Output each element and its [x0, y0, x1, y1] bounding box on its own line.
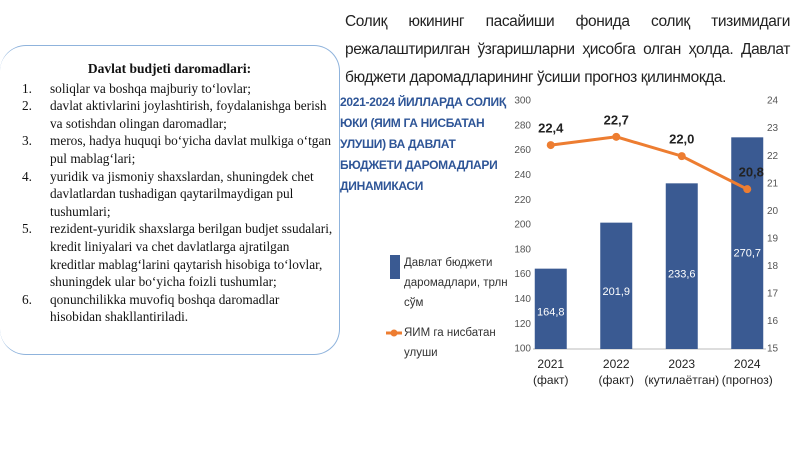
legend-label: ЯИМ га нисбатан улуши [404, 327, 496, 359]
chart-title: 2021-2024 ЙИЛЛАРДА СОЛИҚ ЮКИ (ЯИМ ГА НИС… [340, 95, 506, 193]
list-item: 3. meros, hadya huquqi bo‘yicha davlat mu… [0, 132, 339, 167]
list-heading: Davlat budjeti daromadlari: [87, 61, 252, 76]
line-value-label: 22,7 [604, 112, 629, 127]
legend-label: Давлат бюджети даромадлари, трлн сўм [404, 257, 508, 309]
y-tick-label: 160 [514, 269, 531, 280]
y-tick-label: 120 [514, 319, 531, 330]
item-number: 5. [22, 221, 32, 237]
y2-tick-label: 15 [767, 344, 779, 355]
slide-title: Солиқ юкининг пасайиши фонида солиқ тизи… [345, 13, 790, 86]
x-tick-label: 2023 (кутилаётган) [644, 357, 720, 387]
item-text: yuridik va jismoniy shaxslardan, shuning… [50, 168, 314, 219]
list-item: 2. davlat aktivlarini joylashtirish, foyd… [0, 97, 339, 132]
y-tick-label: 140 [514, 294, 531, 305]
y-tick-label: 200 [514, 220, 531, 231]
item-text: davlat aktivlarini joylashtirish, foydal… [50, 98, 327, 131]
bar-value-label: 164,8 [537, 307, 565, 319]
y2-tick-label: 16 [767, 316, 779, 327]
item-text: rezident-yuridik shaxslarga berilgan bud… [50, 221, 333, 290]
line [550, 135, 748, 191]
y2-tick-label: 24 [767, 96, 779, 107]
item-text: qonunchilikka muvofiq boshqa daromadlar … [50, 291, 280, 325]
line-value-label: 22,0 [669, 132, 694, 147]
list-item: 1. soliqlar va boshqa majburiy to‘lovlar; [0, 80, 339, 98]
line-point [546, 141, 555, 150]
y2-tick-label: 19 [767, 233, 779, 244]
bar-value-label: 270,7 [733, 248, 761, 260]
list-item: 6. qonunchilikka muvofiq boshqa daromadla… [0, 291, 339, 326]
y2-tick-label: 22 [767, 151, 779, 162]
y-tick-label: 280 [514, 120, 531, 131]
bar-value-label: 233,6 [668, 268, 696, 280]
y2-tick-label: 21 [767, 178, 779, 189]
text-box: Davlat budjeti daromadlari: 1. soliqlar v… [0, 45, 340, 355]
bar-value-label: 201,9 [602, 286, 630, 298]
list: 1. soliqlar va boshqa majburiy to‘lovlar;… [0, 80, 339, 326]
line-value-label: 20,8 [739, 165, 764, 180]
y-tick-label: 220 [514, 195, 531, 206]
y2-tick-label: 17 [767, 289, 779, 300]
legend-swatch [390, 329, 398, 337]
item-number: 6. [22, 291, 32, 307]
line-value-label: 22,4 [538, 121, 564, 136]
y-tick-label: 100 [514, 344, 531, 355]
y-tick-label: 300 [514, 96, 531, 107]
x-tick-label: 2022 (факт) [598, 357, 634, 387]
line-point [612, 132, 621, 141]
item-text: meros, hadya huquqi bo‘yicha davlat mulk… [50, 133, 332, 166]
y2-tick-label: 20 [767, 206, 779, 217]
list-item: 4. yuridik va jismoniy shaxslardan, shuni… [0, 168, 339, 221]
item-text: soliqlar va boshqa majburiy to‘lovlar; [50, 80, 251, 96]
y2-tick-label: 18 [767, 261, 779, 272]
x-tick-label: 2024 (прогноз) [721, 357, 773, 387]
y-tick-label: 260 [514, 145, 531, 156]
item-number: 4. [22, 168, 32, 184]
item-number: 1. [22, 80, 32, 96]
y-tick-label: 180 [514, 244, 531, 255]
item-number: 3. [22, 133, 32, 149]
bar [600, 222, 633, 349]
item-number: 2. [22, 98, 32, 114]
list-item: 5. rezident-yuridik shaxslarga berilgan b… [0, 220, 339, 290]
bar [534, 268, 567, 349]
legend-swatch [390, 255, 400, 279]
y2-tick-label: 23 [767, 123, 779, 134]
x-tick-label: 2021 (факт) [533, 357, 569, 387]
y-tick-label: 240 [514, 170, 531, 181]
bar [665, 183, 698, 349]
line-point [677, 152, 686, 161]
line-point [743, 185, 752, 194]
bar [731, 137, 764, 349]
